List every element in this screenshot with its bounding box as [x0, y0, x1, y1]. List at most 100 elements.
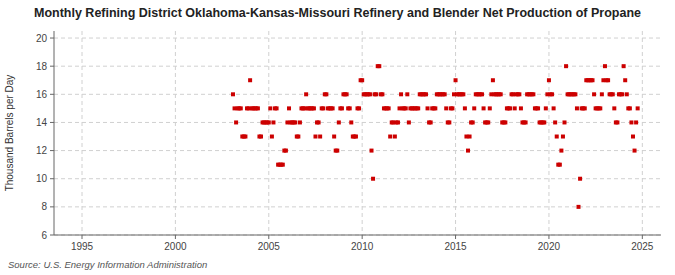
- source: Source: U.S. Energy Information Administ…: [8, 259, 207, 270]
- title: Monthly Refining District Oklahoma-Kansa…: [34, 6, 641, 20]
- point: [370, 149, 374, 153]
- y-tick-label: 20: [36, 33, 48, 44]
- point: [625, 92, 629, 96]
- y-tick: [50, 206, 54, 207]
- grid-line-y: [54, 66, 661, 67]
- point: [542, 120, 546, 124]
- point: [374, 92, 378, 96]
- point: [324, 92, 328, 96]
- point: [482, 106, 486, 110]
- x-tick-label: 2025: [631, 241, 654, 252]
- point: [622, 64, 626, 68]
- chart: Monthly Refining District Oklahoma-Kansa…: [0, 0, 675, 275]
- point: [486, 120, 490, 124]
- point: [488, 106, 492, 110]
- point: [447, 120, 451, 124]
- point: [629, 120, 633, 124]
- point: [296, 135, 300, 139]
- point: [573, 92, 577, 96]
- point: [239, 106, 243, 110]
- x-tick-label: 2000: [164, 241, 187, 252]
- grid: [54, 31, 661, 235]
- y-axis-label: Thousand Barrels per Day: [4, 75, 15, 192]
- point: [499, 92, 503, 96]
- y-tick: [50, 122, 54, 123]
- point: [399, 92, 403, 96]
- point: [404, 106, 408, 110]
- point: [433, 106, 437, 110]
- grid-line-x: [455, 31, 456, 235]
- point: [416, 106, 420, 110]
- point: [615, 120, 619, 124]
- point: [561, 135, 565, 139]
- x-tick: [175, 235, 176, 239]
- point: [606, 78, 610, 82]
- point: [293, 120, 297, 124]
- point: [377, 64, 381, 68]
- y-tick: [50, 150, 54, 151]
- point: [628, 106, 632, 110]
- point: [611, 92, 615, 96]
- x-tick: [455, 235, 456, 239]
- point: [544, 106, 548, 110]
- point: [623, 78, 627, 82]
- x-tick: [548, 235, 549, 239]
- point: [578, 177, 582, 181]
- point: [547, 78, 551, 82]
- point: [466, 149, 470, 153]
- point: [550, 92, 554, 96]
- point: [371, 177, 375, 181]
- point: [555, 135, 559, 139]
- point: [552, 106, 556, 110]
- point: [553, 120, 557, 124]
- grid-line-y: [54, 206, 661, 207]
- point: [454, 78, 458, 82]
- y-tick: [50, 38, 54, 39]
- y-tick: [50, 235, 54, 236]
- point: [513, 106, 517, 110]
- point: [354, 135, 358, 139]
- point: [298, 120, 302, 124]
- point: [636, 106, 640, 110]
- point: [577, 205, 581, 209]
- point: [345, 92, 349, 96]
- point: [536, 106, 540, 110]
- point: [388, 135, 392, 139]
- x-tick: [642, 235, 643, 239]
- point: [620, 92, 624, 96]
- grid-line-x: [548, 31, 549, 235]
- x-tick-label: 2015: [444, 241, 467, 252]
- point: [634, 120, 638, 124]
- point: [234, 120, 238, 124]
- point: [443, 92, 447, 96]
- point: [429, 120, 433, 124]
- point: [603, 64, 607, 68]
- x-tick: [82, 235, 83, 239]
- y-tick-label: 8: [41, 201, 47, 212]
- grid-line-y: [54, 178, 661, 179]
- point: [332, 135, 336, 139]
- grid-line-x: [642, 31, 643, 235]
- point: [304, 92, 308, 96]
- point: [450, 106, 454, 110]
- point: [600, 92, 604, 96]
- y-tick-label: 10: [36, 173, 48, 184]
- point: [284, 149, 288, 153]
- point: [270, 135, 274, 139]
- point: [313, 135, 317, 139]
- point: [564, 64, 568, 68]
- y-tick: [50, 66, 54, 67]
- point: [337, 120, 341, 124]
- point: [519, 106, 523, 110]
- point: [612, 106, 616, 110]
- point: [267, 120, 271, 124]
- x-tick-label: 2020: [538, 241, 561, 252]
- point: [633, 149, 637, 153]
- point: [321, 106, 325, 110]
- point: [281, 163, 285, 167]
- y-tick-label: 6: [41, 230, 47, 241]
- point: [591, 78, 595, 82]
- point: [357, 106, 361, 110]
- point: [360, 78, 364, 82]
- grid-line-x: [82, 31, 83, 235]
